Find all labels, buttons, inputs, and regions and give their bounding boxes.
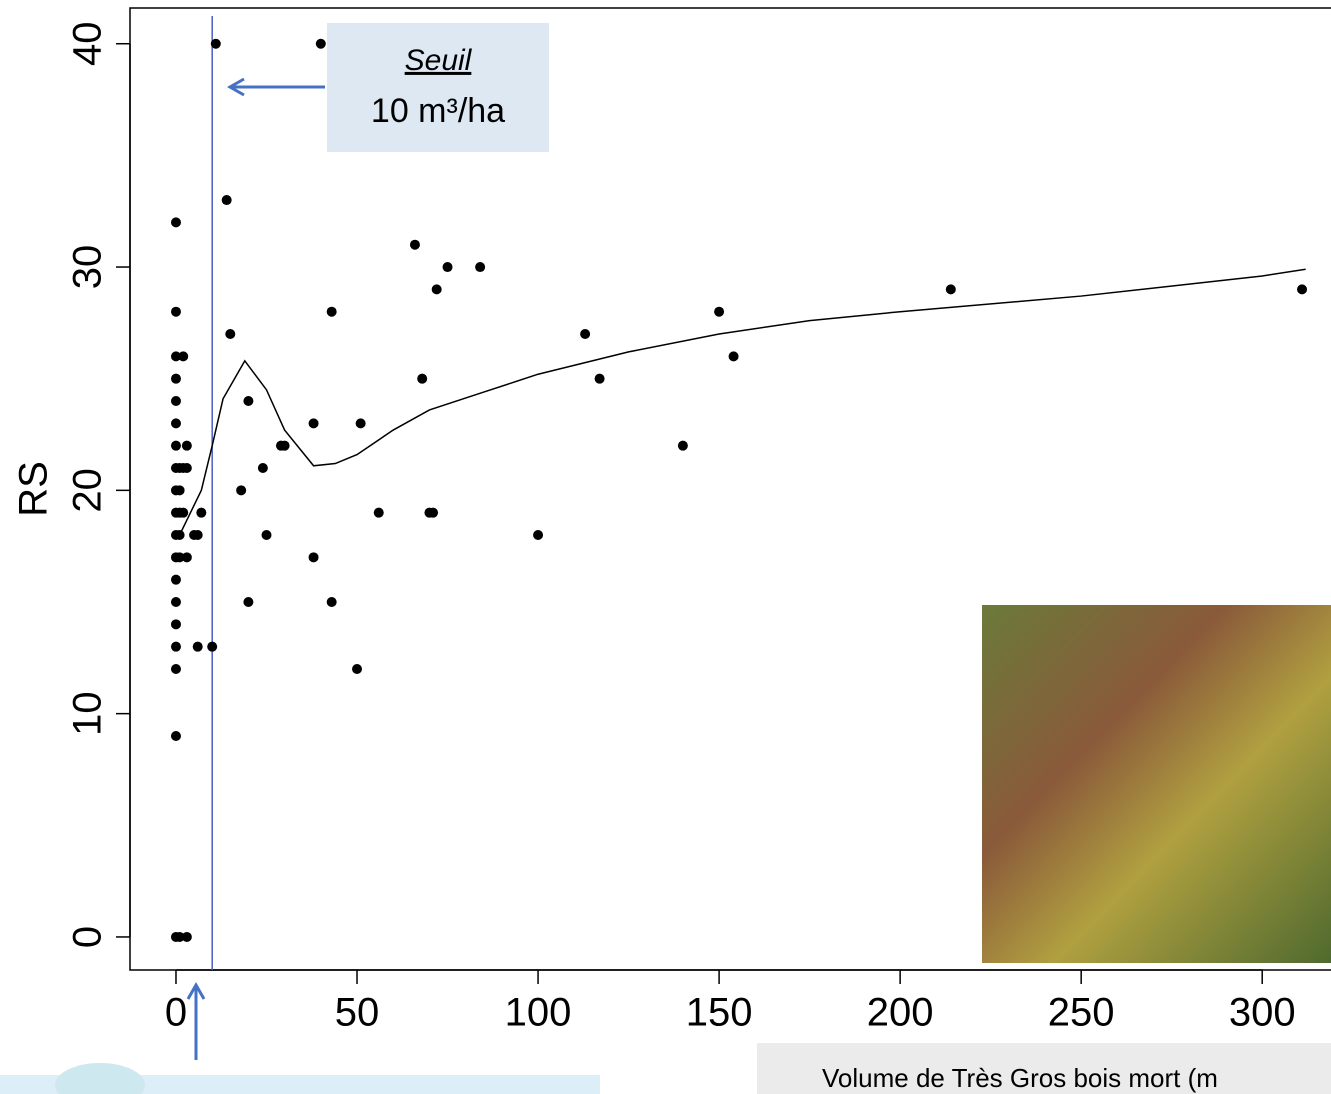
point (210, 38, 221, 49)
point (170, 396, 181, 407)
x-tick-label: 250 (1048, 991, 1115, 1035)
point (243, 596, 254, 607)
point (170, 663, 181, 674)
point (170, 351, 181, 362)
point (170, 440, 181, 451)
logo-band (0, 1075, 600, 1094)
point (207, 641, 218, 652)
point (409, 239, 420, 250)
point (594, 373, 605, 384)
y-tick-label: 20 (66, 468, 110, 513)
smooth-line (178, 268, 1306, 536)
annotation-title: Seuil (405, 44, 473, 77)
arrow-head (226, 77, 245, 97)
point (170, 418, 181, 429)
x-tick-label: 50 (335, 991, 380, 1035)
point (170, 306, 181, 317)
point (196, 507, 207, 518)
point (315, 38, 326, 49)
point (352, 663, 363, 674)
point (192, 530, 203, 541)
point (236, 485, 247, 496)
point (174, 485, 185, 496)
x-tick-label: 0 (165, 991, 187, 1035)
point (221, 195, 232, 206)
point (243, 396, 254, 407)
point (261, 530, 272, 541)
point (326, 596, 337, 607)
y-axis-label: RS (12, 461, 56, 517)
point (442, 262, 453, 273)
point (170, 217, 181, 228)
point (181, 440, 192, 451)
point (225, 329, 236, 340)
point (373, 507, 384, 518)
point (1297, 284, 1308, 295)
x-tick-label: 150 (686, 991, 753, 1035)
point (728, 351, 739, 362)
point (326, 306, 337, 317)
xlabel-box (757, 1043, 1331, 1094)
point (431, 284, 442, 295)
point (170, 574, 181, 585)
point (355, 418, 366, 429)
x-tick-label: 100 (505, 991, 572, 1035)
y-tick-label: 40 (66, 21, 110, 66)
logo-shape (55, 1063, 145, 1094)
x-tick-label: 200 (867, 991, 934, 1035)
point (181, 931, 192, 942)
y-tick-label: 10 (66, 691, 110, 736)
annotation-text: 10 m³/ha (371, 92, 505, 130)
photo (982, 605, 1331, 963)
point (174, 530, 185, 541)
point (170, 730, 181, 741)
y-tick-label: 30 (66, 245, 110, 290)
point (417, 373, 428, 384)
point (174, 931, 185, 942)
point (945, 284, 956, 295)
point (178, 351, 189, 362)
y-tick-label: 0 (66, 926, 110, 948)
point (192, 641, 203, 652)
point (428, 507, 439, 518)
point (677, 440, 688, 451)
point (308, 418, 319, 429)
point (174, 552, 185, 563)
point (475, 262, 486, 273)
point (170, 596, 181, 607)
arrow-head (186, 981, 206, 1000)
point (308, 552, 319, 563)
point (580, 329, 591, 340)
annotation-box (327, 23, 549, 152)
point (170, 619, 181, 630)
point (181, 552, 192, 563)
point (170, 641, 181, 652)
x-axis-label: Volume de Très Gros bois mort (m (822, 1063, 1218, 1093)
point (714, 306, 725, 317)
point (178, 507, 189, 518)
point (181, 463, 192, 474)
point (170, 373, 181, 384)
point (257, 463, 268, 474)
point (533, 530, 544, 541)
x-tick-label: 300 (1229, 991, 1296, 1035)
point (275, 440, 286, 451)
